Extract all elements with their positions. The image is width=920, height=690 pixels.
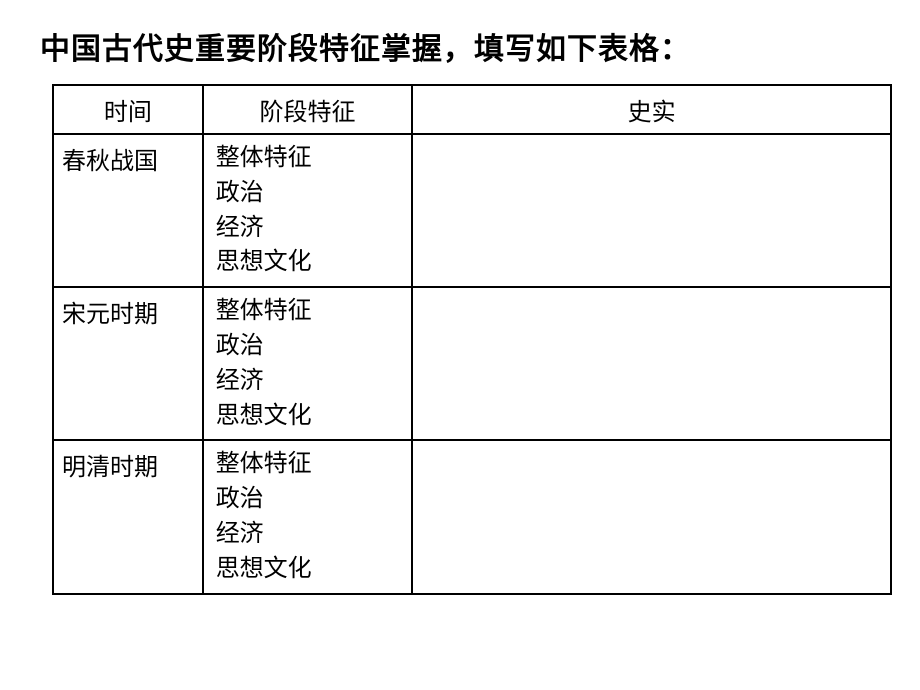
stage-line: 思想文化 (216, 552, 404, 587)
table-header-row: 时间 阶段特征 史实 (53, 85, 891, 134)
history-table: 时间 阶段特征 史实 春秋战国 整体特征 政治 经济 思想文化 宋元时期 整体特 (52, 84, 892, 595)
stage-line: 经济 (216, 211, 404, 246)
cell-stage: 整体特征 政治 经济 思想文化 (203, 440, 413, 593)
cell-facts[interactable] (412, 440, 891, 593)
cell-facts[interactable] (412, 287, 891, 440)
cell-stage: 整体特征 政治 经济 思想文化 (203, 134, 413, 287)
stage-line: 经济 (216, 517, 404, 552)
cell-time: 明清时期 (53, 440, 203, 593)
time-label: 明清时期 (62, 455, 158, 481)
stage-line: 整体特征 (216, 141, 404, 176)
cell-stage: 整体特征 政治 经济 思想文化 (203, 287, 413, 440)
stage-line: 经济 (216, 364, 404, 399)
stage-line: 思想文化 (216, 399, 404, 434)
stage-line: 整体特征 (216, 447, 404, 482)
time-label: 宋元时期 (62, 302, 158, 328)
cell-time: 春秋战国 (53, 134, 203, 287)
table-row: 春秋战国 整体特征 政治 经济 思想文化 (53, 134, 891, 287)
table-row: 宋元时期 整体特征 政治 经济 思想文化 (53, 287, 891, 440)
stage-line: 整体特征 (216, 294, 404, 329)
time-label: 春秋战国 (62, 149, 158, 175)
stage-line: 政治 (216, 329, 404, 364)
stage-line: 政治 (216, 176, 404, 211)
cell-facts[interactable] (412, 134, 891, 287)
table-row: 明清时期 整体特征 政治 经济 思想文化 (53, 440, 891, 593)
cell-time: 宋元时期 (53, 287, 203, 440)
col-header-facts: 史实 (412, 85, 891, 134)
col-header-stage: 阶段特征 (203, 85, 413, 134)
col-header-time: 时间 (53, 85, 203, 134)
stage-line: 政治 (216, 482, 404, 517)
page-title: 中国古代史重要阶段特征掌握，填写如下表格： (40, 24, 880, 68)
stage-line: 思想文化 (216, 245, 404, 280)
